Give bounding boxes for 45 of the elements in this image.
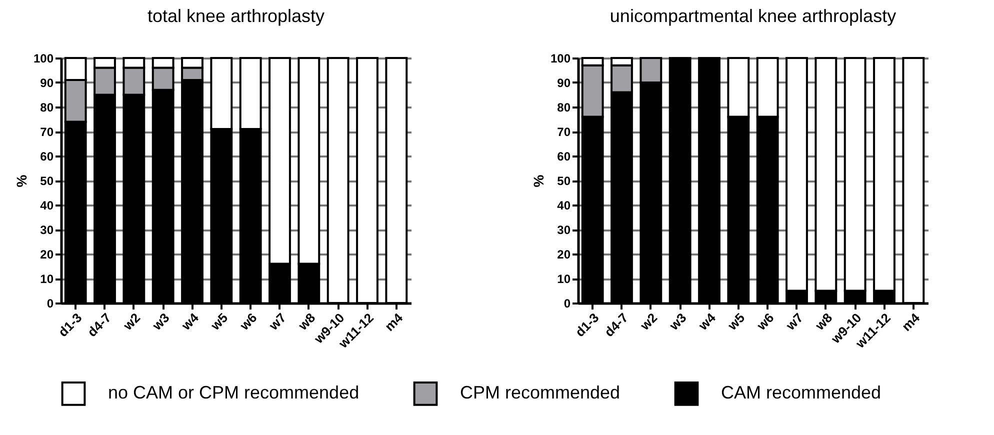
x-tick-label: w5	[207, 310, 231, 334]
y-tick-label: 0	[46, 296, 54, 310]
x-tick-label: m4	[382, 310, 406, 334]
x-tick-label: w6	[236, 310, 260, 334]
x-tick-label: w8	[294, 310, 318, 334]
y-axis-title: %	[13, 174, 30, 188]
y-tick-label: 100	[550, 52, 571, 66]
x-tick-label: w2	[636, 310, 660, 334]
y-tick-label: 70	[40, 125, 54, 139]
y-tick-label: 40	[557, 198, 571, 212]
legend-label: CAM recommended	[721, 382, 882, 403]
y-tick-label: 30	[40, 223, 54, 237]
y-tick-label: 0	[564, 296, 571, 310]
chart-title: total knee arthroplasty	[147, 6, 325, 26]
x-tick-label: w8	[812, 310, 836, 334]
y-tick-label: 90	[557, 76, 571, 90]
y-tick-label: 90	[40, 76, 54, 90]
y-tick-label: 10	[557, 272, 571, 286]
legend-label: no CAM or CPM recommended	[108, 382, 360, 403]
x-tick-label: m4	[898, 310, 924, 334]
x-tick-label: w5	[724, 310, 748, 334]
y-tick-label: 80	[40, 100, 54, 114]
y-tick-label: 60	[40, 150, 54, 164]
x-tick-label: w2	[120, 310, 144, 334]
y-tick-label: 30	[557, 223, 571, 237]
y-tick-label: 50	[40, 174, 54, 188]
x-tick-label: w4	[178, 310, 202, 334]
y-axis-title: %	[530, 174, 546, 188]
x-tick-label: w7	[265, 310, 289, 334]
y-tick-label: 80	[557, 100, 571, 114]
y-tick-label: 20	[40, 248, 54, 262]
y-tick-label: 60	[557, 150, 571, 164]
y-tick-label: 10	[40, 272, 54, 286]
x-tick-label: w6	[753, 310, 777, 334]
legend-label: CPM recommended	[460, 382, 620, 403]
chart-title: unicompartmental knee arthroplasty	[610, 6, 896, 26]
y-tick-label: 20	[557, 248, 571, 262]
y-tick-label: 100	[33, 52, 54, 66]
x-tick-label: w3	[148, 310, 172, 334]
y-tick-label: 40	[40, 198, 54, 212]
x-tick-label: w3	[666, 310, 690, 334]
x-tick-label: w7	[782, 310, 806, 334]
y-tick-label: 70	[557, 125, 571, 139]
y-tick-label: 50	[557, 174, 571, 188]
x-tick-label: w4	[694, 310, 719, 334]
